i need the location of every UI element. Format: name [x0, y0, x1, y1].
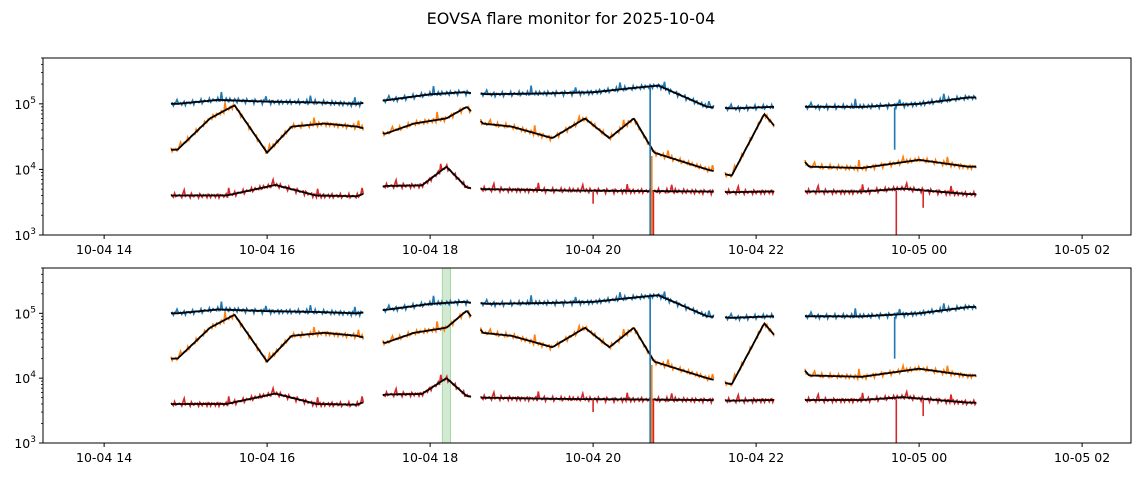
y-tick-label: 104 [14, 370, 36, 386]
x-tick-label: 10-05 00 [891, 242, 947, 257]
x-tick-label: 10-04 20 [565, 242, 621, 257]
x-tick-label: 10-04 22 [728, 242, 784, 257]
y-tick-label: 105 [14, 305, 36, 321]
y-tick-label: 103 [14, 227, 36, 243]
series-raw-line-1 [170, 102, 977, 179]
y-tick-label: 103 [14, 435, 36, 451]
x-tick-label: 10-04 20 [565, 450, 621, 465]
series-smoothed-line-1 [171, 310, 977, 386]
series-smoothed-line-2 [171, 377, 977, 406]
x-tick-label: 10-04 14 [76, 242, 132, 257]
x-tick-label: 10-04 18 [402, 242, 458, 257]
series-smoothed-line-0 [171, 294, 977, 319]
x-tick-label: 10-04 18 [402, 450, 458, 465]
plot-frame [42, 57, 1132, 236]
series-raw-line-2 [170, 374, 977, 409]
panel-bottom: 103 104 105 10-04 14 10-04 16 10-04 18 10-04 2… [14, 267, 1132, 465]
series-raw-line-2 [170, 162, 977, 201]
series-raw-line-1 [170, 309, 977, 387]
y-tick-label: 104 [14, 161, 36, 177]
flare-highlight-span [441, 267, 451, 444]
plot-frame [42, 267, 1132, 444]
x-tick-label: 10-04 16 [239, 242, 295, 257]
x-tick-label: 10-04 16 [239, 450, 295, 465]
x-tick-label: 10-05 02 [1054, 450, 1110, 465]
panel-top: 103 104 105 10-04 14 10-04 16 10-04 18 10-04 2… [14, 57, 1132, 257]
series-smoothed-line-2 [171, 165, 977, 198]
x-tick-label: 10-05 02 [1054, 242, 1110, 257]
series-smoothed-line-1 [171, 104, 977, 177]
x-tick-label: 10-04 22 [728, 450, 784, 465]
y-tick-label: 105 [14, 96, 36, 112]
x-tick-label: 10-05 00 [891, 450, 947, 465]
series-smoothed-line-0 [171, 84, 977, 110]
x-tick-label: 10-04 14 [76, 450, 132, 465]
figure-title: EOVSA flare monitor for 2025-10-04 [427, 9, 716, 28]
